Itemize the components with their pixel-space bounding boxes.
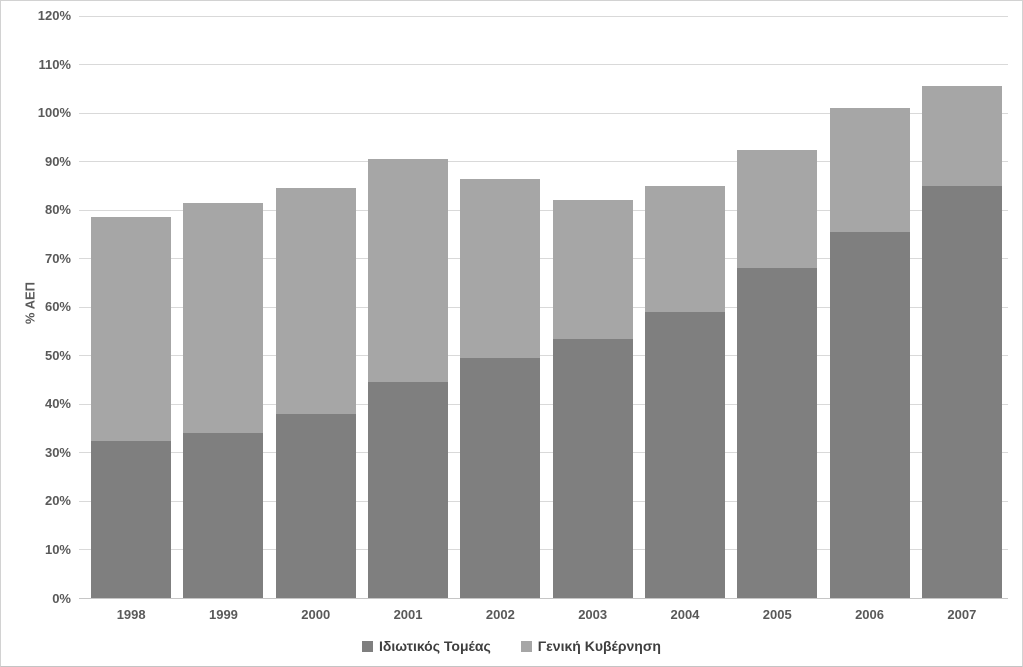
- gridline: [79, 64, 1008, 66]
- gridline: [79, 452, 1008, 454]
- bar-segment-private-sector: [829, 232, 910, 599]
- x-tick-label: 2004: [670, 607, 700, 622]
- bar-segment-general-government: [460, 178, 541, 359]
- x-tick-label: 2002: [485, 607, 515, 622]
- bar-segment-private-sector: [552, 338, 633, 599]
- y-tick-label: 10%: [44, 541, 71, 557]
- bar-segment-private-sector: [460, 358, 541, 599]
- legend-swatch-icon: [362, 640, 373, 652]
- gridline: [79, 306, 1008, 308]
- bar-segment-private-sector: [737, 268, 818, 599]
- legend-swatch-icon: [520, 640, 532, 652]
- y-tick-label: 20%: [44, 493, 71, 509]
- bar-segment-private-sector: [183, 433, 264, 599]
- gridline: [79, 161, 1008, 163]
- y-tick-label: 80%: [44, 202, 71, 218]
- gridline: [79, 500, 1008, 502]
- bar-segment-private-sector: [921, 185, 1002, 599]
- y-tick-label: 30%: [44, 444, 71, 460]
- x-axis-line: [79, 598, 1008, 599]
- x-tick-label: 1998: [116, 607, 146, 622]
- x-tick-label: 1999: [208, 607, 238, 622]
- legend-label: Γενική Κυβέρνηση: [537, 638, 661, 654]
- gridline: [79, 355, 1008, 357]
- legend-item: Γενική Κυβέρνηση: [520, 638, 661, 654]
- gridline: [79, 403, 1008, 405]
- y-tick-label: 70%: [44, 250, 71, 266]
- bar-segment-general-government: [921, 86, 1002, 186]
- y-tick-label: 100%: [37, 105, 71, 121]
- legend-item: Ιδιωτικός Τομέας: [362, 638, 491, 654]
- bar-segment-general-government: [829, 108, 910, 232]
- y-tick-label: 90%: [44, 153, 71, 169]
- y-tick-label: 50%: [44, 347, 71, 363]
- bar-segment-general-government: [644, 185, 725, 313]
- y-tick-label: 40%: [44, 396, 71, 412]
- x-tick-label: 2007: [947, 607, 977, 622]
- bar-segment-general-government: [275, 188, 356, 415]
- gridline: [79, 549, 1008, 551]
- x-tick-label: 2000: [301, 607, 331, 622]
- gridline: [79, 15, 1008, 17]
- bar-segment-general-government: [368, 159, 449, 383]
- bar-segment-general-government: [552, 200, 633, 339]
- x-tick-label: 2005: [762, 607, 792, 622]
- bar-segment-private-sector: [91, 440, 172, 599]
- y-axis-title: % ΑΕΠ: [22, 281, 38, 325]
- bar-segment-general-government: [91, 217, 172, 441]
- legend-label: Ιδιωτικός Τομέας: [379, 638, 491, 654]
- legend: Ιδιωτικός Τομέας Γενική Κυβέρνηση: [1, 638, 1022, 654]
- bar-segment-private-sector: [644, 312, 725, 599]
- gridline: [79, 209, 1008, 211]
- y-tick-label: 60%: [44, 299, 71, 315]
- gridline: [79, 258, 1008, 260]
- x-tick-label: 2001: [393, 607, 423, 622]
- y-tick-label: 120%: [37, 8, 71, 24]
- y-tick-label: 0%: [52, 590, 71, 606]
- y-tick-label: 110%: [38, 56, 71, 72]
- bar-segment-general-government: [183, 202, 264, 434]
- bar-segment-general-government: [737, 149, 818, 269]
- gridline: [79, 112, 1008, 114]
- bar-segment-private-sector: [368, 382, 449, 599]
- bar-segment-private-sector: [275, 414, 356, 599]
- x-tick-label: 2006: [855, 607, 884, 622]
- x-tick-label: 2003: [578, 607, 608, 622]
